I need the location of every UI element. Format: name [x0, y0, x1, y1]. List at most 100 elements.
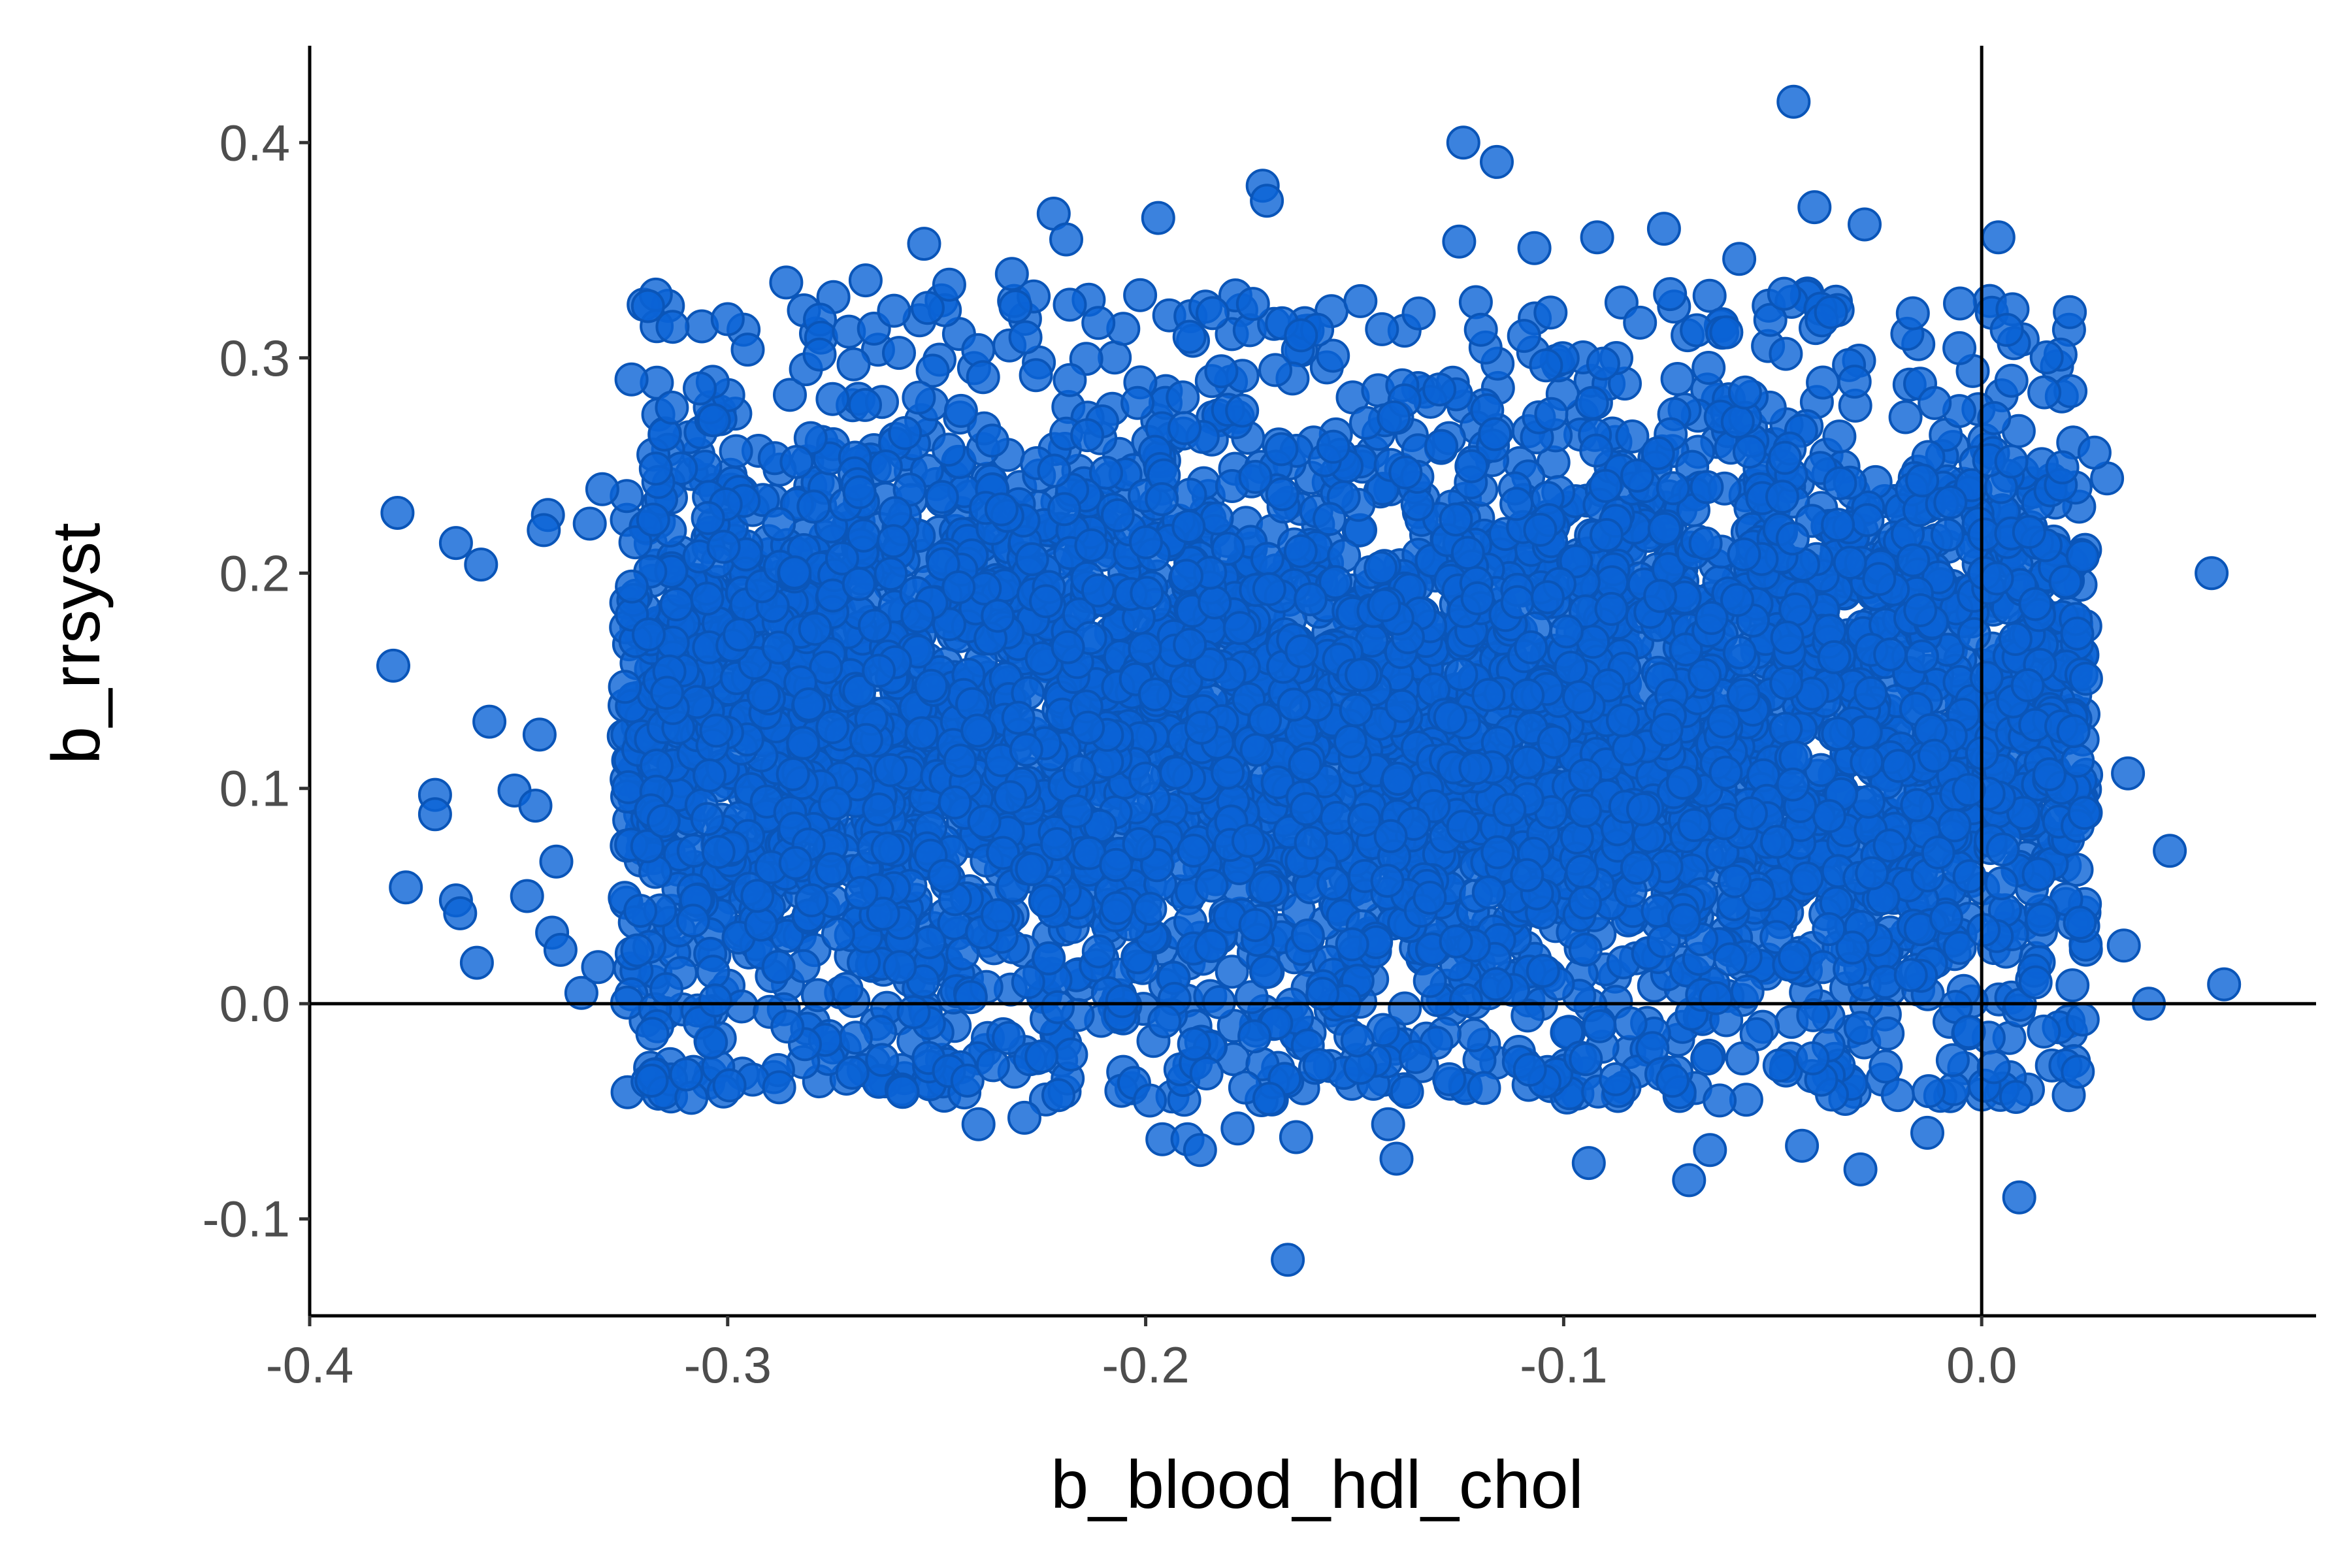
data-point: [623, 894, 658, 928]
data-point: [2018, 965, 2053, 1000]
data-point: [1424, 429, 1459, 463]
data-point: [943, 393, 978, 428]
data-point: [2018, 587, 2053, 621]
data-point: [943, 743, 977, 778]
data-point: [848, 387, 882, 422]
data-point: [1895, 296, 1930, 331]
data-point: [888, 416, 923, 450]
data-point: [1769, 336, 1803, 371]
data-point: [1694, 600, 1729, 635]
data-point: [1726, 678, 1761, 712]
data-point: [2068, 661, 2103, 696]
data-point: [1568, 885, 1602, 920]
data-point: [1471, 678, 1506, 712]
data-point: [1569, 1042, 1603, 1077]
data-point: [1620, 459, 1654, 493]
data-point: [1677, 808, 1712, 842]
data-point: [1656, 1064, 1690, 1098]
data-point: [1231, 823, 1266, 858]
data-point: [815, 852, 849, 887]
data-point: [1159, 755, 1194, 790]
data-point: [838, 1021, 873, 1055]
data-point: [1985, 832, 2020, 867]
data-point: [761, 949, 796, 984]
data-point: [636, 502, 670, 537]
data-point: [1718, 864, 1752, 898]
data-point: [1448, 983, 1483, 1017]
data-point: [842, 475, 877, 510]
data-point: [1647, 512, 1682, 546]
data-point: [1204, 354, 1239, 389]
data-point: [1037, 453, 1071, 488]
data-point: [2048, 564, 2083, 599]
data-point: [1100, 498, 1135, 532]
data-point: [1643, 579, 1678, 613]
data-point: [1059, 794, 1094, 828]
data-point: [1492, 792, 1527, 827]
data-point: [1401, 296, 1436, 331]
data-point: [1789, 861, 1824, 896]
data-point: [1128, 761, 1163, 796]
data-point: [1812, 799, 1846, 834]
data-point: [1458, 285, 1493, 319]
data-point: [1028, 884, 1062, 918]
data-point: [1100, 890, 1134, 925]
data-point: [1041, 1078, 1075, 1113]
data-point: [1586, 346, 1620, 381]
data-point: [967, 804, 1002, 839]
data-point: [1173, 478, 1207, 512]
data-point: [1070, 418, 1105, 453]
data-point: [1611, 732, 1646, 766]
data-point: [1019, 358, 1053, 393]
data-point: [608, 670, 642, 704]
data-point: [1994, 363, 2029, 398]
data-point: [1665, 766, 1700, 800]
data-point: [786, 726, 821, 760]
data-point: [1957, 617, 1991, 651]
data-point: [1900, 788, 1935, 823]
data-point: [1422, 372, 1457, 407]
data-point: [746, 678, 781, 713]
data-point: [1015, 542, 1049, 576]
data-point: [1568, 793, 1602, 828]
data-point: [877, 293, 911, 328]
data-point: [1053, 287, 1087, 322]
data-point: [1529, 348, 1563, 383]
data-point: [1238, 459, 1273, 494]
data-point: [778, 845, 813, 880]
data-point: [1277, 687, 1311, 722]
data-point: [862, 792, 896, 826]
data-point: [1071, 710, 1105, 745]
data-point: [1613, 1006, 1648, 1041]
data-point: [620, 933, 655, 968]
data-point: [938, 785, 972, 820]
data-point: [1725, 1041, 1759, 1075]
data-point: [1439, 924, 1473, 958]
data-point: [1284, 634, 1319, 668]
data-point: [1822, 419, 1857, 454]
data-point: [1029, 584, 1063, 619]
data-point: [1821, 716, 1855, 751]
data-point: [1316, 866, 1350, 901]
data-point: [1098, 340, 1132, 375]
data-point: [1727, 537, 1761, 572]
data-point: [1903, 593, 1938, 627]
data-point: [1770, 620, 1805, 655]
data-point: [1454, 449, 1489, 483]
data-point: [1081, 306, 1116, 340]
data-point: [1620, 851, 1654, 885]
data-point: [2063, 906, 2097, 940]
data-point: [1690, 470, 1724, 504]
data-point: [762, 507, 796, 542]
data-point: [1708, 755, 1743, 790]
data-point: [1225, 393, 1260, 428]
data-point: [1999, 1080, 2033, 1114]
data-point: [883, 950, 917, 985]
data-point: [984, 492, 1019, 527]
data-point: [1500, 585, 1535, 619]
data-point: [1872, 828, 1907, 863]
data-point: [902, 380, 936, 415]
data-point: [1904, 639, 1939, 674]
data-point: [659, 587, 694, 621]
data-point: [1837, 365, 1872, 399]
